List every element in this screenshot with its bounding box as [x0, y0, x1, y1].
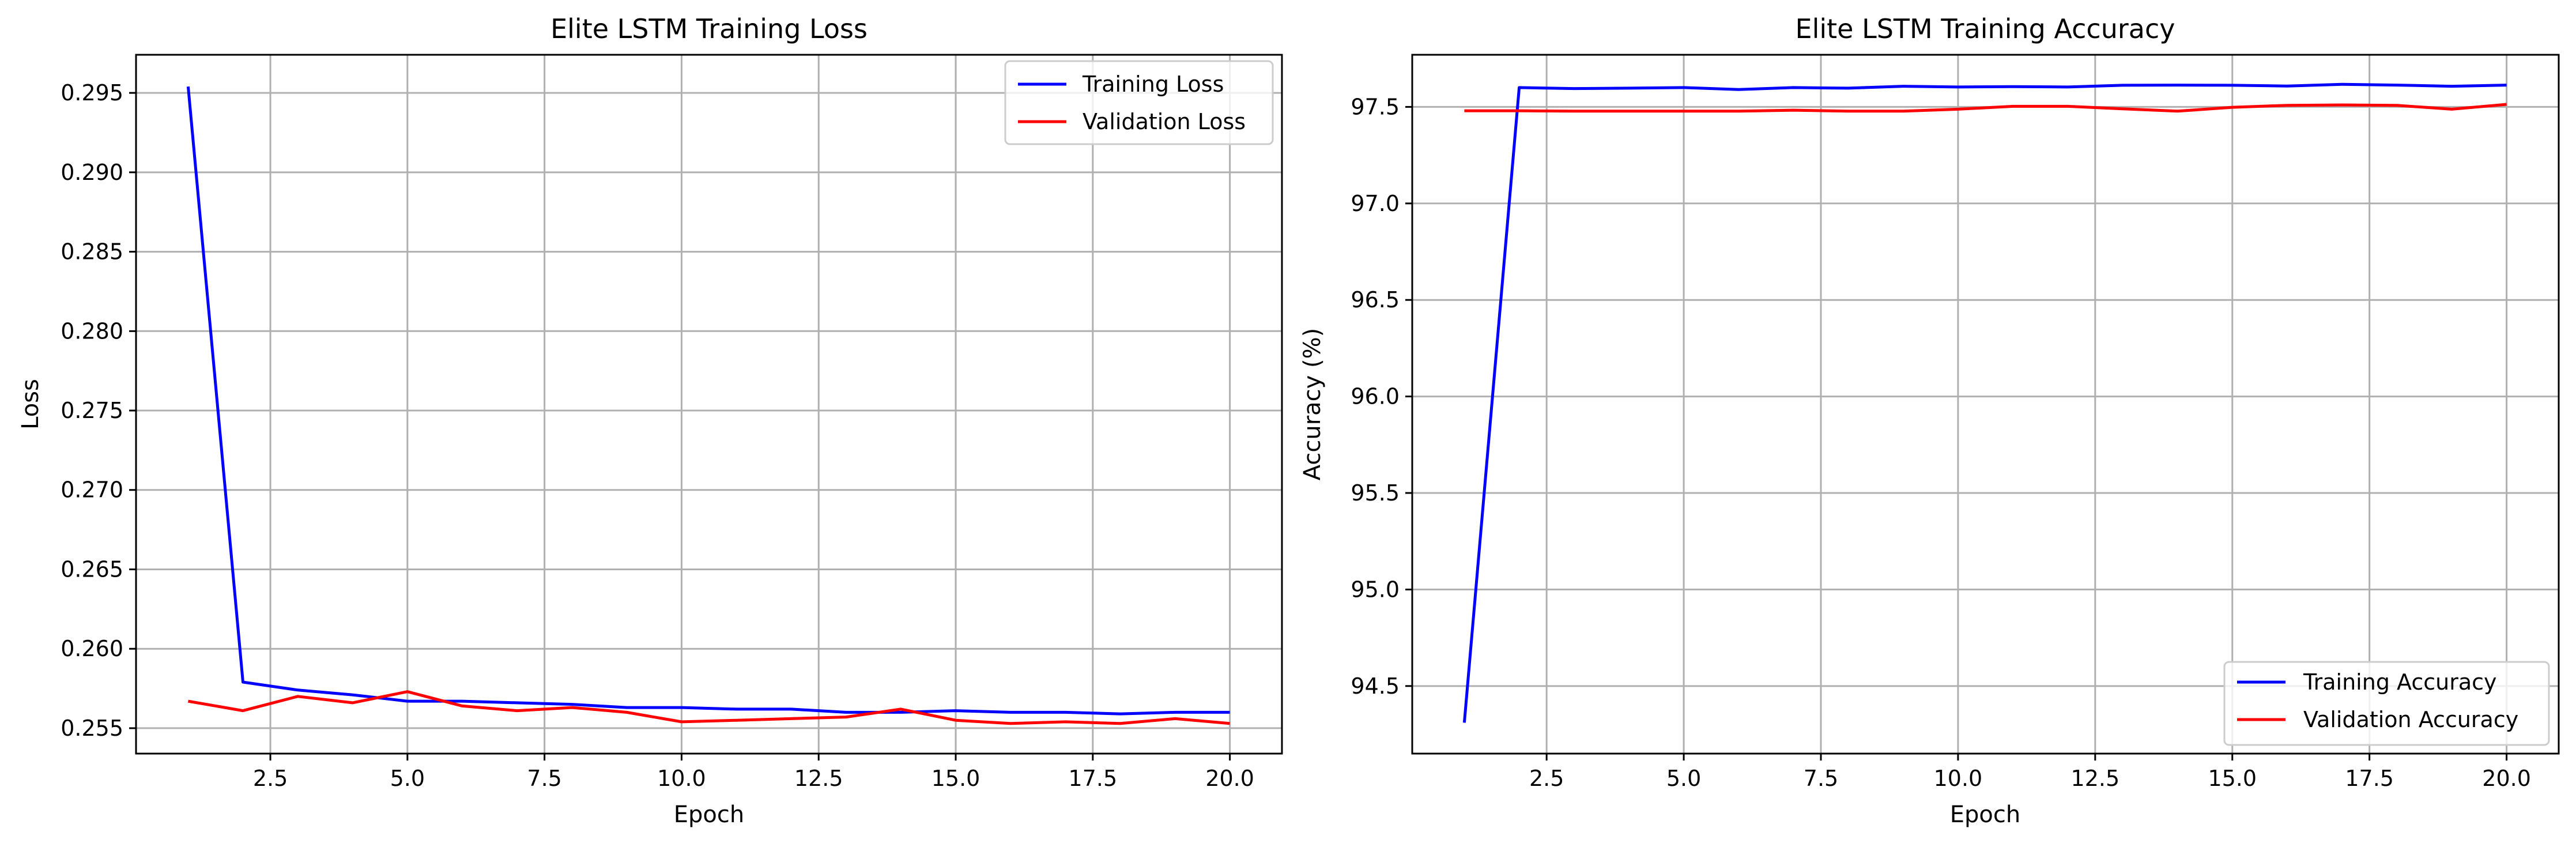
accuracy-x-tick-label: 20.0 — [2482, 766, 2531, 791]
loss-y-tick-label: 0.270 — [61, 477, 123, 503]
accuracy-y-tick-label: 95.0 — [1351, 577, 1400, 602]
accuracy-y-tick-label: 96.0 — [1351, 384, 1400, 409]
loss-plot-frame — [135, 54, 1283, 755]
accuracy-series-validation-accuracy — [1464, 103, 2507, 113]
loss-x-tick-label: 7.5 — [527, 766, 561, 791]
accuracy-legend-label-validation: Validation Accuracy — [2303, 707, 2518, 732]
loss-legend: Training Loss Validation Loss — [1004, 60, 1274, 145]
loss-grid — [136, 55, 1282, 754]
loss-y-tick-label: 0.275 — [61, 398, 123, 423]
loss-y-tick-label: 0.260 — [61, 636, 123, 661]
accuracy-x-tick-label: 12.5 — [2071, 766, 2120, 791]
accuracy-grid — [1412, 55, 2559, 754]
accuracy-x-tick-label: 5.0 — [1666, 766, 1701, 791]
loss-legend-label-training: Training Loss — [1082, 71, 1224, 97]
accuracy-y-axis-label: Accuracy (%) — [1299, 328, 1326, 481]
accuracy-x-ticks: 2.5 5.0 7.5 10.0 12.5 15.0 17.5 20.0 — [1529, 754, 2531, 791]
loss-x-ticks: 2.5 5.0 7.5 10.0 12.5 15.0 17.5 20.0 — [253, 754, 1254, 791]
loss-chart: 2.5 5.0 7.5 10.0 12.5 15.0 17.5 20.0 0.255 0.260… — [17, 13, 1283, 828]
loss-y-tick-label: 0.280 — [61, 318, 123, 344]
loss-series-lines — [186, 86, 1230, 725]
loss-series-validation-loss — [187, 690, 1230, 725]
accuracy-x-tick-label: 7.5 — [1804, 766, 1838, 791]
loss-x-tick-label: 5.0 — [390, 766, 425, 791]
accuracy-y-tick-label: 97.5 — [1351, 94, 1400, 119]
loss-y-tick-label: 0.285 — [61, 239, 123, 265]
loss-x-tick-label: 2.5 — [253, 766, 288, 791]
loss-chart-title: Elite LSTM Training Loss — [550, 13, 868, 44]
accuracy-series-training-accuracy — [1462, 82, 2507, 723]
accuracy-y-tick-label: 94.5 — [1351, 673, 1400, 699]
loss-x-tick-label: 20.0 — [1205, 766, 1254, 791]
accuracy-chart-title: Elite LSTM Training Accuracy — [1796, 13, 2175, 44]
accuracy-x-tick-label: 10.0 — [1934, 766, 1983, 791]
loss-y-tick-label: 0.255 — [61, 716, 123, 741]
loss-y-tick-label: 0.295 — [61, 80, 123, 106]
accuracy-y-ticks: 94.5 95.0 95.5 96.0 96.5 97.0 97.5 — [1351, 94, 1412, 699]
loss-x-tick-label: 17.5 — [1069, 766, 1118, 791]
loss-series-training-loss — [186, 86, 1230, 716]
accuracy-x-tick-label: 15.0 — [2208, 766, 2257, 791]
accuracy-x-tick-label: 2.5 — [1529, 766, 1564, 791]
loss-y-axis-label: Loss — [17, 379, 44, 430]
loss-x-tick-label: 15.0 — [931, 766, 980, 791]
loss-x-axis-label: Epoch — [674, 801, 744, 828]
accuracy-x-tick-label: 17.5 — [2345, 766, 2394, 791]
loss-legend-box — [1004, 60, 1274, 145]
loss-y-tick-label: 0.290 — [61, 160, 123, 185]
accuracy-legend-label-training: Training Accuracy — [2303, 669, 2497, 695]
accuracy-y-tick-label: 95.5 — [1351, 480, 1400, 506]
loss-legend-label-validation: Validation Loss — [1083, 109, 1246, 134]
accuracy-chart: 2.5 5.0 7.5 10.0 12.5 15.0 17.5 20.0 94.5 95.0 95… — [1299, 13, 2560, 828]
accuracy-legend-box — [2223, 661, 2550, 746]
accuracy-plot-frame — [1411, 54, 2560, 755]
loss-y-tick-label: 0.265 — [61, 556, 123, 582]
accuracy-x-axis-label: Epoch — [1950, 801, 2020, 828]
loss-y-ticks: 0.255 0.260 0.265 0.270 0.275 0.280 0.285 0.290… — [61, 80, 136, 741]
loss-x-tick-label: 12.5 — [794, 766, 843, 791]
accuracy-legend: Training Accuracy Validation Accuracy — [2223, 661, 2550, 746]
accuracy-y-tick-label: 96.5 — [1351, 287, 1400, 313]
loss-x-tick-label: 10.0 — [657, 766, 706, 791]
accuracy-series-lines — [1462, 82, 2507, 723]
accuracy-y-tick-label: 97.0 — [1351, 191, 1400, 216]
